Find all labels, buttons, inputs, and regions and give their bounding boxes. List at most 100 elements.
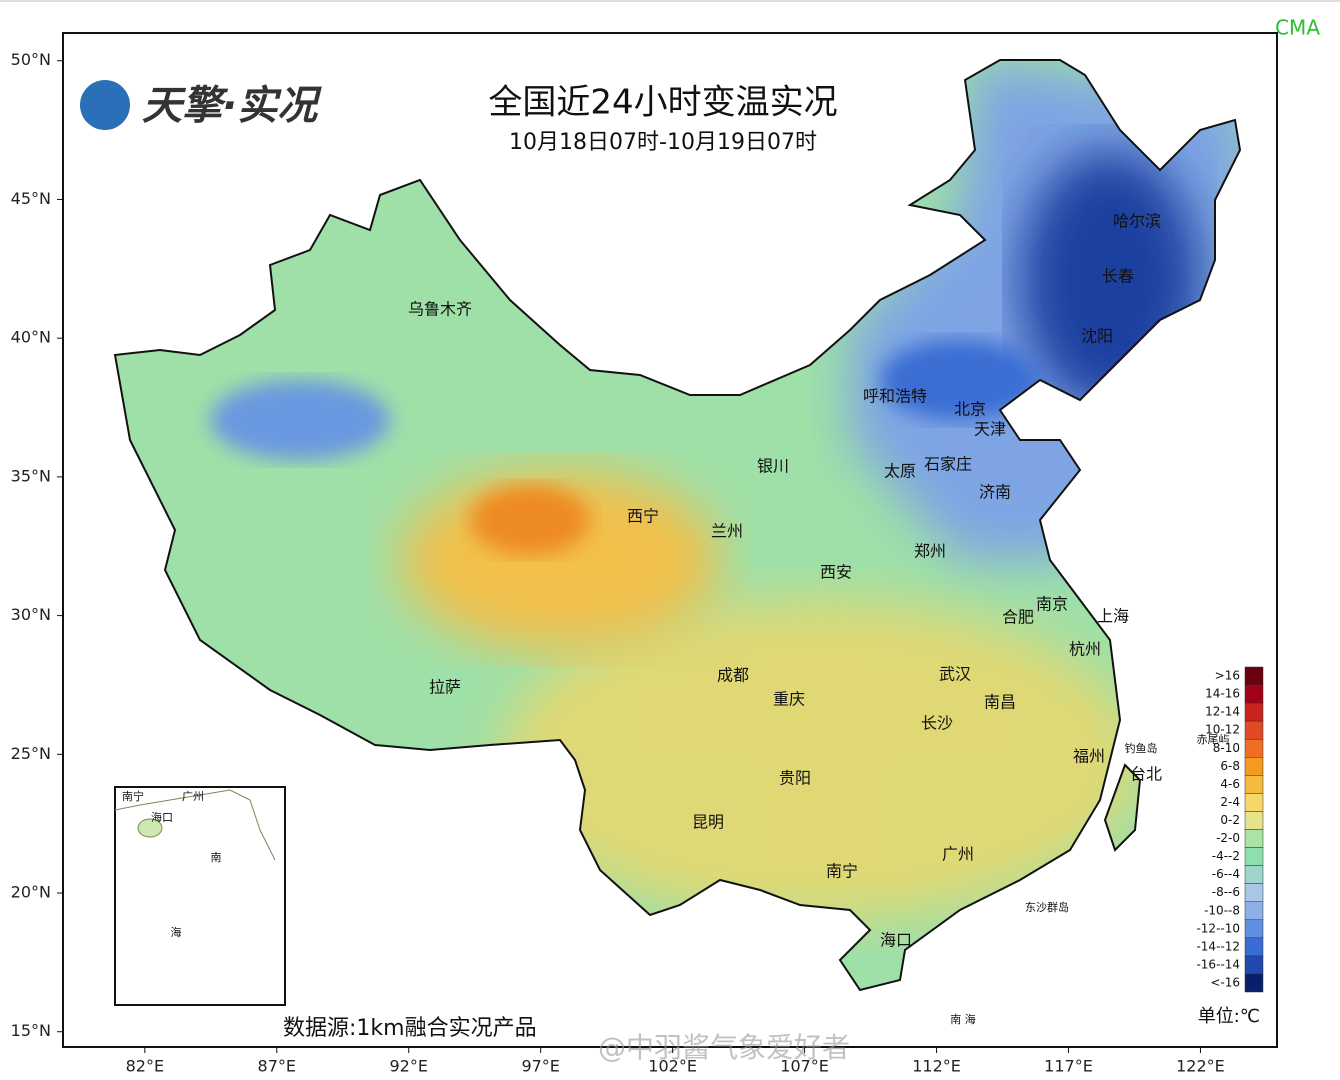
city-label: 石家庄: [924, 455, 972, 474]
title: 全国近24小时变温实况: [488, 83, 837, 123]
x-tick-label: 92°E: [389, 1057, 427, 1076]
city-label: 杭州: [1069, 640, 1101, 659]
legend-swatch: [1244, 775, 1264, 794]
city-label: 南宁: [826, 862, 858, 881]
legend-swatch: [1244, 865, 1264, 884]
legend-swatch: [1244, 937, 1264, 957]
legend-label: >16: [1215, 669, 1240, 683]
legend-label: 14-16: [1205, 687, 1240, 701]
legend-swatch: [1244, 955, 1264, 975]
legend-label: -12--10: [1196, 921, 1240, 935]
data-source: 数据源:1km融合实况产品: [283, 1016, 537, 1041]
legend-label: 8-10: [1213, 741, 1240, 755]
city-label: 台北: [1130, 765, 1162, 784]
legend-swatch: [1244, 883, 1264, 902]
legend-label: 4-6: [1220, 777, 1240, 791]
city-label: 乌鲁木齐: [408, 300, 472, 319]
city-label: 南昌: [984, 693, 1016, 712]
legend-label: -2-0: [1216, 831, 1240, 845]
city-label: 郑州: [914, 542, 946, 561]
inset-label: 海: [171, 925, 182, 939]
city-label: 武汉: [939, 665, 971, 684]
place-label: 南 海: [950, 1012, 976, 1026]
legend-swatch: [1244, 757, 1264, 776]
y-tick-label: 20°N: [11, 883, 51, 902]
legend-label: -14--12: [1196, 939, 1240, 953]
field-warm: [500, 600, 1140, 920]
x-tick-label: 97°E: [521, 1057, 559, 1076]
inset-label: 南: [211, 851, 222, 864]
legend-swatch: [1244, 738, 1264, 758]
legend-swatch: [1244, 973, 1264, 993]
legend-swatch: [1244, 847, 1264, 866]
y-tick-label: 50°N: [11, 50, 51, 69]
legend-swatch: [1244, 684, 1264, 704]
city-label: 南京: [1036, 595, 1068, 614]
legend-swatch: [1244, 829, 1264, 848]
legend-label: 0-2: [1220, 813, 1240, 827]
y-tick-label: 30°N: [11, 605, 51, 624]
city-label: 北京: [954, 400, 986, 419]
logo-text: 天擎·实况: [142, 83, 322, 129]
x-tick-label: 102°E: [648, 1057, 697, 1076]
city-label: 福州: [1073, 747, 1105, 766]
legend-swatch: [1244, 666, 1264, 686]
place-label: 赤尾屿: [1197, 733, 1230, 746]
legend-label: -10--8: [1204, 903, 1240, 917]
city-label: 昆明: [692, 813, 724, 832]
legend-label: 2-4: [1220, 795, 1240, 809]
inset-coast: [114, 789, 276, 861]
y-tick-label: 15°N: [11, 1021, 51, 1040]
agency: CMA: [1275, 16, 1320, 40]
x-tick-label: 82°E: [126, 1057, 164, 1076]
inset-island: [137, 818, 163, 838]
city-label: 长春: [1102, 267, 1134, 286]
city-label: 上海: [1097, 607, 1129, 626]
city-label: 西安: [820, 563, 852, 582]
subtitle: 10月18日07时-10月19日07时: [509, 130, 817, 155]
city-label: 合肥: [1002, 608, 1034, 627]
city-label: 哈尔滨: [1113, 212, 1161, 231]
x-tick-label: 117°E: [1044, 1057, 1093, 1076]
legend-label: -4--2: [1212, 849, 1240, 863]
x-tick-label: 122°E: [1176, 1057, 1225, 1076]
city-label: 太原: [884, 462, 916, 481]
city-label: 西宁: [627, 507, 659, 526]
inset-label: 广州: [182, 790, 204, 803]
city-label: 重庆: [773, 690, 805, 709]
inset-frame: [114, 786, 286, 1006]
legend-swatch: [1244, 702, 1264, 722]
y-tick-label: 45°N: [11, 189, 51, 208]
y-tick-label: 35°N: [11, 466, 51, 485]
city-label: 贵阳: [779, 769, 811, 788]
legend-swatch: [1244, 720, 1264, 740]
inset-label: 海口: [151, 810, 173, 824]
y-tick-label: 40°N: [11, 328, 51, 347]
inset-label: 南宁: [122, 789, 144, 803]
city-label: 银川: [757, 457, 789, 476]
city-label: 广州: [942, 845, 974, 864]
legend-label: 12-14: [1205, 705, 1240, 719]
field-cold: [880, 340, 1040, 420]
x-tick-label: 107°E: [780, 1057, 829, 1076]
legend-swatch: [1244, 811, 1264, 830]
place-label: 钓鱼岛: [1125, 741, 1158, 755]
city-label: 拉萨: [429, 678, 461, 697]
legend-label: 6-8: [1220, 759, 1240, 773]
legend-unit: 单位:℃: [1198, 1006, 1260, 1027]
watermark: @中羽酱气象爱好者: [598, 1031, 850, 1064]
city-label: 天津: [974, 420, 1006, 439]
legend-label: 10-12: [1205, 723, 1240, 737]
city-label: 成都: [717, 666, 749, 685]
legend-swatch: [1244, 793, 1264, 812]
field-hot: [470, 485, 590, 555]
legend-label: -6--4: [1212, 867, 1240, 881]
y-tick-label: 25°N: [11, 744, 51, 763]
city-label: 兰州: [711, 522, 743, 541]
city-label: 长沙: [921, 714, 953, 733]
legend-label: <-16: [1210, 975, 1240, 989]
legend-label: -16--14: [1196, 957, 1240, 971]
legend-swatch: [1244, 919, 1264, 939]
